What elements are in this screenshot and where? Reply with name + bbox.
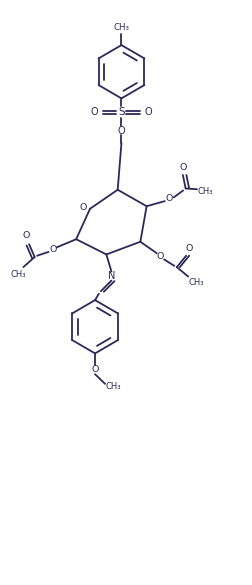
Text: O: O bbox=[156, 253, 164, 261]
Text: O: O bbox=[179, 163, 186, 172]
Text: CH₃: CH₃ bbox=[113, 23, 129, 32]
Text: S: S bbox=[118, 107, 124, 118]
Text: O: O bbox=[22, 232, 29, 240]
Text: O: O bbox=[49, 245, 56, 254]
Text: CH₃: CH₃ bbox=[11, 270, 26, 279]
Text: O: O bbox=[144, 107, 152, 118]
Text: CH₃: CH₃ bbox=[105, 383, 120, 391]
Text: CH₃: CH₃ bbox=[197, 187, 212, 195]
Text: O: O bbox=[165, 194, 172, 203]
Text: O: O bbox=[90, 107, 98, 118]
Text: N: N bbox=[108, 271, 115, 281]
Text: O: O bbox=[185, 243, 192, 253]
Text: CH₃: CH₃ bbox=[188, 278, 203, 287]
Text: O: O bbox=[79, 203, 86, 212]
Text: O: O bbox=[91, 364, 99, 374]
Text: O: O bbox=[117, 126, 125, 136]
